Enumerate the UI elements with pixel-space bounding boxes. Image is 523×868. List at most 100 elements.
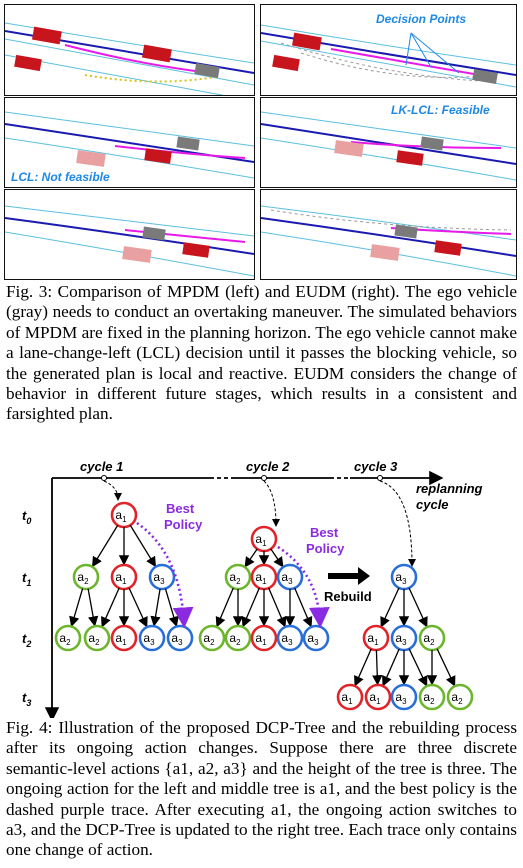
- sim-scene: [261, 205, 516, 277]
- fig4-caption-text: Illustration of the proposed DCP-Tree an…: [6, 718, 518, 860]
- tree-edge-arrow: [150, 588, 161, 627]
- replanning-label: cycle: [416, 497, 449, 512]
- node-label: a1: [115, 570, 127, 586]
- lcl-not-feasible-annotation: LCL: Not feasible: [11, 170, 110, 184]
- best-policy-label: Best: [310, 525, 339, 540]
- fig3-panel-left-bottom: [4, 189, 255, 280]
- cycle-tick: [261, 475, 267, 481]
- fig3-panel-right-mid: LK-LCL: Feasible: [260, 97, 517, 188]
- best-policy-label: Policy: [306, 541, 345, 556]
- cycle-connector: [263, 480, 280, 527]
- node-label: a1: [115, 631, 127, 647]
- fig4-caption-label: Fig. 4:: [6, 718, 53, 737]
- fig3-panel-left-top: [4, 4, 255, 96]
- fig4-caption: Fig. 4: Illustration of the proposed DCP…: [6, 718, 517, 861]
- sim-scene: [5, 205, 254, 277]
- action-node-a1: [362, 624, 390, 652]
- fig3-caption-label: Fig. 3:: [6, 282, 53, 301]
- action-node-a1: [336, 683, 364, 711]
- tree-edge-arrow: [436, 648, 456, 687]
- node-label: a1: [255, 532, 267, 548]
- sim-scene: [5, 22, 254, 95]
- tree-edge-arrow: [382, 648, 400, 687]
- node-label: a1: [367, 631, 379, 647]
- tree-edge-arrow: [129, 524, 157, 568]
- tree-edge-arrow: [380, 587, 400, 628]
- t-label: t3: [22, 690, 31, 708]
- action-node-a1: [110, 624, 138, 652]
- node-label: a2: [423, 631, 435, 647]
- action-node-a3: [148, 563, 176, 591]
- node-label: a2: [229, 631, 241, 647]
- sim-scene: [261, 24, 516, 88]
- action-node-a2: [418, 683, 446, 711]
- rebuild-label: Rebuild: [324, 589, 372, 604]
- tree-edge-arrow: [101, 587, 120, 628]
- cycle-label: cycle 1: [80, 459, 123, 474]
- node-label: a3: [395, 690, 407, 706]
- fig3-panel-left-mid: LCL: Not feasible: [4, 97, 255, 188]
- rebuild-arrow: [328, 567, 370, 585]
- node-label: a3: [307, 631, 319, 647]
- node-label: a1: [341, 690, 353, 706]
- node-label: a3: [171, 631, 183, 647]
- cycle-tick: [377, 475, 383, 481]
- tree-edge-arrow: [408, 587, 428, 628]
- action-node-a2: [72, 563, 100, 591]
- sim-scene: [261, 111, 516, 181]
- node-label: a3: [395, 570, 407, 586]
- tree-edge-arrow: [69, 588, 84, 628]
- node-label: a1: [115, 508, 127, 524]
- best-policy-label: Best: [166, 501, 195, 516]
- tree-edge-arrow: [215, 587, 234, 628]
- decision-points-annotation: Decision Points: [376, 12, 467, 26]
- tree-edge-arrow: [164, 588, 179, 628]
- action-node-a2: [224, 624, 252, 652]
- node-label: a2: [229, 570, 241, 586]
- lk-lcl-feasible-annotation: LK-LCL: Feasible: [391, 103, 490, 117]
- t-label: t2: [22, 631, 31, 649]
- fig3-panel-right-top: Decision Points: [260, 4, 517, 96]
- tree-edge-arrow: [87, 588, 99, 627]
- tree-edge-arrow: [294, 587, 313, 628]
- node-label: a3: [281, 570, 293, 586]
- action-node-a2: [83, 624, 111, 652]
- replanning-label: replanning: [416, 481, 483, 496]
- node-label: a3: [153, 570, 165, 586]
- cycle-tick: [101, 475, 107, 481]
- action-node-a3: [390, 683, 418, 711]
- fig3-panel-right-bottom: [260, 189, 517, 280]
- fig3-caption-text: Comparison of MPDM (left) and EUDM (righ…: [6, 282, 518, 424]
- action-node-a2: [198, 624, 226, 652]
- action-node-a3: [138, 624, 166, 652]
- cycle-connector: [379, 480, 416, 567]
- node-label: a1: [369, 690, 381, 706]
- tree-edge-arrow: [128, 587, 148, 628]
- cycle-label: cycle 2: [246, 459, 290, 474]
- action-node-a1: [250, 624, 278, 652]
- tree-edge-arrow: [91, 524, 119, 568]
- action-node-a2: [446, 683, 474, 711]
- tree-edge-arrow: [244, 548, 258, 568]
- node-label: a2: [451, 690, 463, 706]
- tree-edge-arrow: [241, 587, 260, 628]
- action-node-a1: [364, 683, 392, 711]
- sim-scene: [5, 111, 254, 179]
- best-policy-trace: [136, 521, 194, 629]
- tree-edge-arrow: [354, 648, 372, 687]
- best-policy-trace: [277, 545, 330, 629]
- tree-edge-arrow: [408, 648, 428, 687]
- t-label: t1: [22, 570, 31, 588]
- node-label: a3: [281, 631, 293, 647]
- fig3-caption: Fig. 3: Comparison of MPDM (left) and EU…: [6, 282, 517, 425]
- node-label: a2: [77, 570, 89, 586]
- node-label: a1: [255, 631, 267, 647]
- node-label: a2: [423, 690, 435, 706]
- tree-edge-arrow: [270, 548, 284, 568]
- cycle-connector: [103, 480, 122, 501]
- node-label: a1: [255, 570, 267, 586]
- node-label: a2: [88, 631, 100, 647]
- node-label: a2: [59, 631, 71, 647]
- node-label: a3: [143, 631, 155, 647]
